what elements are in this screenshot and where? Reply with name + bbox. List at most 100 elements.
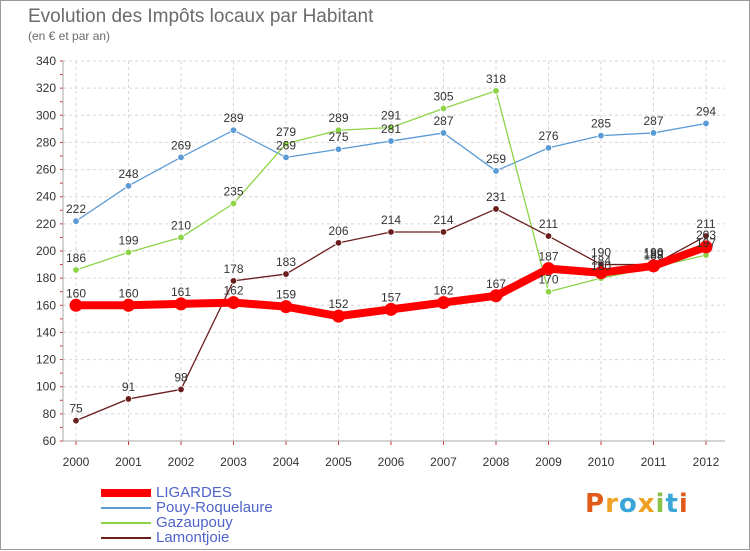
data-label: 235 — [223, 185, 243, 199]
legend-label: Gazaupouy — [156, 514, 233, 531]
data-point — [69, 298, 83, 312]
y-tick-label: 60 — [43, 434, 57, 448]
data-point — [439, 129, 448, 137]
data-label: 167 — [486, 277, 506, 291]
data-label: 190 — [591, 246, 611, 260]
data-label: 75 — [69, 402, 83, 416]
y-tick-label: 320 — [36, 81, 56, 95]
data-point — [124, 395, 133, 403]
y-tick-label: 240 — [36, 190, 56, 204]
data-point — [72, 217, 80, 225]
data-point — [229, 277, 238, 285]
data-label: 269 — [171, 138, 191, 152]
data-label: 291 — [381, 109, 401, 123]
data-point — [439, 104, 448, 113]
data-label: 188 — [643, 248, 663, 262]
data-label: 161 — [171, 285, 191, 299]
logo-letter: i — [678, 489, 689, 519]
y-tick-label: 180 — [36, 271, 56, 285]
data-point — [489, 289, 503, 303]
data-point — [544, 288, 553, 296]
data-label: 211 — [696, 217, 715, 231]
x-tick-label: 2011 — [641, 455, 667, 469]
data-point — [439, 228, 448, 236]
logo-letter: i — [655, 489, 666, 519]
y-tick-label: 220 — [36, 217, 56, 231]
data-point — [177, 385, 185, 394]
x-tick-label: 2003 — [220, 455, 247, 469]
data-label: 178 — [223, 262, 243, 276]
data-label: 199 — [118, 233, 138, 247]
data-label: 160 — [118, 286, 138, 300]
data-point — [229, 126, 238, 134]
data-point — [122, 298, 135, 312]
data-label: 206 — [328, 224, 348, 238]
data-point — [702, 119, 710, 128]
x-tick-label: 2006 — [378, 455, 405, 469]
y-tick-label: 80 — [43, 407, 57, 421]
x-tick-label: 2002 — [168, 455, 195, 469]
data-label: 157 — [381, 290, 401, 304]
y-tick-label: 280 — [36, 135, 56, 149]
data-point — [332, 309, 345, 323]
data-point — [334, 239, 343, 247]
data-label: 170 — [538, 273, 558, 287]
data-label: 259 — [486, 152, 506, 166]
legend-swatch — [101, 489, 151, 497]
data-point — [229, 199, 238, 208]
data-label: 279 — [276, 125, 296, 139]
y-tick-label: 340 — [36, 54, 56, 68]
data-point — [492, 87, 500, 95]
data-point — [227, 296, 240, 310]
data-label: 289 — [223, 111, 243, 125]
data-point — [702, 232, 710, 240]
data-label: 305 — [433, 90, 453, 104]
data-label: 248 — [118, 167, 138, 181]
data-point — [124, 248, 133, 257]
y-tick-label: 160 — [36, 298, 56, 312]
chart-title: Evolution des Impôts locaux par Habitant — [28, 6, 374, 27]
data-label: 162 — [223, 284, 243, 298]
data-label: 180 — [591, 259, 611, 273]
data-label: 275 — [328, 130, 348, 144]
data-point — [124, 182, 133, 190]
x-tick-label: 2004 — [273, 455, 300, 469]
legend-swatch — [101, 537, 151, 539]
data-point — [437, 296, 450, 310]
x-tick-label: 2010 — [588, 455, 615, 469]
data-point — [72, 416, 80, 425]
x-tick-label: 2012 — [693, 455, 720, 469]
data-label: 214 — [433, 213, 453, 227]
data-point — [387, 137, 395, 145]
data-label: 269 — [276, 138, 296, 152]
data-label: 289 — [328, 111, 348, 125]
data-point — [597, 131, 605, 140]
data-label: 211 — [539, 217, 558, 231]
logo-letter: P — [585, 489, 606, 519]
data-label: 281 — [381, 122, 401, 136]
data-point — [72, 266, 80, 274]
data-label: 152 — [328, 297, 348, 311]
logo-letter: o — [618, 489, 638, 519]
data-label: 190 — [643, 246, 663, 260]
legend-swatch — [101, 507, 151, 509]
data-point — [492, 205, 500, 213]
data-label: 160 — [66, 286, 86, 300]
data-label: 183 — [276, 255, 296, 269]
data-point — [279, 300, 293, 314]
data-label: 189 — [643, 247, 663, 261]
x-tick-label: 2001 — [115, 455, 142, 469]
chart-subtitle: (en € et par an) — [28, 29, 111, 43]
data-label: 285 — [591, 117, 611, 131]
data-label: 197 — [696, 236, 716, 250]
y-tick-label: 200 — [36, 244, 56, 258]
data-point — [282, 153, 290, 162]
data-label: 294 — [696, 104, 716, 118]
data-point — [282, 270, 290, 278]
data-point — [384, 302, 398, 316]
data-label: 287 — [433, 114, 453, 128]
data-label: 162 — [433, 284, 453, 298]
data-label: 187 — [538, 250, 558, 264]
